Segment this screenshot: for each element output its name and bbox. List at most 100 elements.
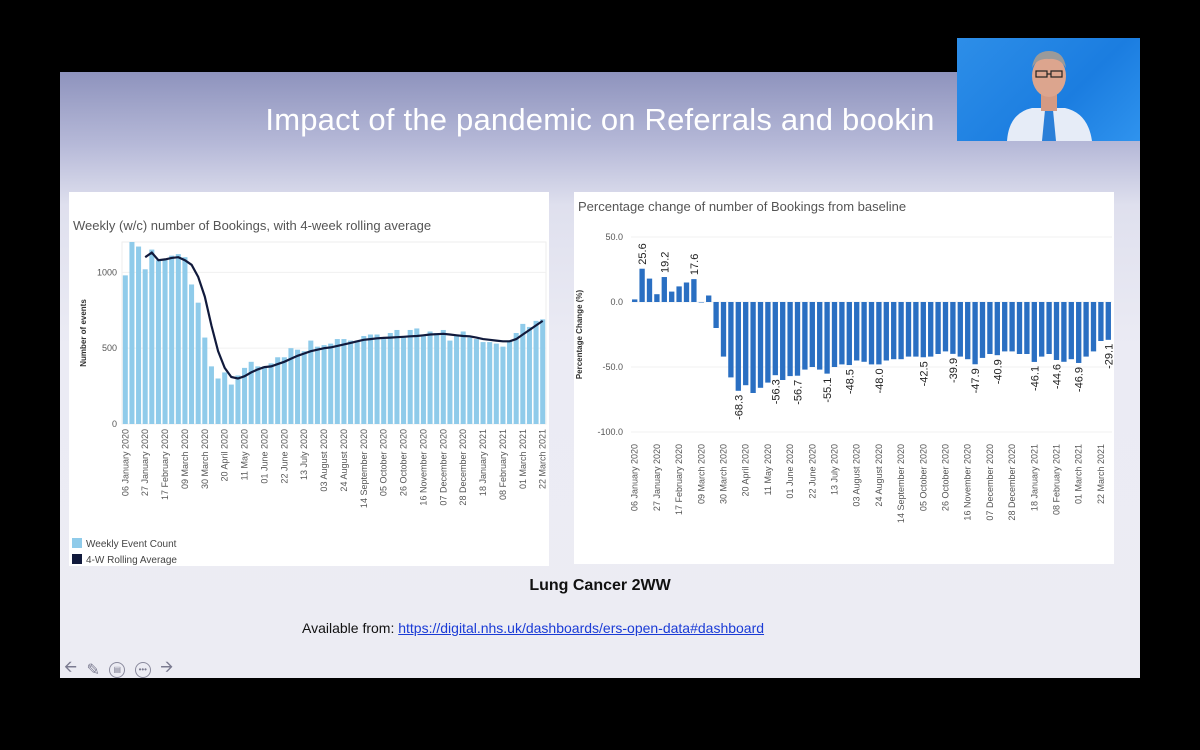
- bar: [136, 246, 142, 424]
- legend-label-weekly: Weekly Event Count: [86, 539, 177, 550]
- bar: [281, 357, 287, 424]
- bar: [142, 269, 148, 424]
- x-tick-label: 16 November 2020: [418, 429, 428, 506]
- bar: [407, 329, 413, 424]
- bar: [994, 302, 1000, 356]
- bar: [935, 302, 941, 354]
- x-tick-label: 30 March 2020: [719, 444, 729, 504]
- data-label: -48.5: [844, 369, 856, 394]
- bar: [454, 336, 460, 424]
- x-tick-label: 18 January 2021: [1029, 444, 1039, 511]
- bar: [1046, 302, 1052, 354]
- bar: [235, 375, 241, 424]
- data-label: 19.2: [659, 252, 671, 273]
- bar: [367, 334, 373, 424]
- bar: [979, 302, 986, 358]
- bar: [780, 302, 786, 380]
- bar: [169, 255, 175, 424]
- bar: [487, 342, 493, 424]
- bar: [473, 339, 479, 424]
- x-tick-label: 11 May 2020: [763, 444, 773, 495]
- bar: [839, 302, 845, 365]
- x-tick-label: 08 February 2021: [1052, 444, 1062, 515]
- pen-icon[interactable]: ✎: [86, 661, 100, 679]
- bar: [817, 302, 823, 370]
- x-tick-label: 27 January 2020: [652, 444, 662, 511]
- bar: [222, 372, 228, 424]
- bar: [208, 366, 214, 424]
- bar: [526, 326, 532, 424]
- y-tick-label: -50.0: [602, 362, 623, 372]
- data-label: -55.1: [822, 378, 834, 403]
- bar: [868, 302, 875, 365]
- bar: [122, 275, 128, 424]
- presenter-video-icon: [1007, 51, 1092, 141]
- bar: [434, 333, 440, 424]
- bar: [676, 286, 682, 302]
- source-link[interactable]: https://digital.nhs.uk/dashboards/ers-op…: [398, 620, 765, 636]
- bar: [1105, 302, 1111, 340]
- x-tick-label: 22 March 2021: [1096, 444, 1106, 504]
- bar: [913, 302, 919, 357]
- data-label: -42.5: [918, 361, 930, 386]
- x-tick-label: 30 March 2020: [200, 429, 210, 489]
- x-tick-label: 11 May 2020: [240, 429, 250, 480]
- bar: [905, 302, 912, 357]
- bar: [757, 302, 764, 388]
- y-tick-label: 500: [102, 343, 117, 353]
- bar: [1024, 302, 1030, 354]
- bar: [876, 302, 882, 365]
- bar: [765, 302, 771, 383]
- bar: [824, 302, 830, 374]
- more-icon[interactable]: •••: [134, 661, 151, 678]
- bar: [942, 302, 949, 352]
- bar: [440, 329, 446, 424]
- presenter-video: [957, 38, 1140, 141]
- bar: [414, 328, 420, 424]
- data-label: -46.1: [1029, 366, 1041, 391]
- bar: [215, 378, 221, 424]
- bar: [1039, 302, 1045, 357]
- bar: [1076, 302, 1082, 363]
- subtitles-icon[interactable]: ▤: [109, 661, 126, 678]
- bar: [957, 302, 963, 357]
- x-tick-label: 03 August 2020: [319, 429, 329, 492]
- bar: [202, 337, 208, 424]
- x-tick-label: 20 April 2020: [220, 429, 230, 482]
- bar: [654, 294, 660, 302]
- bar: [242, 367, 248, 424]
- x-tick-label: 27 January 2020: [140, 429, 150, 496]
- bar: [295, 349, 301, 424]
- bar: [420, 336, 426, 424]
- x-tick-label: 24 August 2020: [339, 429, 349, 492]
- arrow-right-icon[interactable]: 🡪: [160, 659, 174, 676]
- y-axis-label: Percentage Change (%): [575, 289, 584, 379]
- bar: [182, 257, 188, 424]
- x-tick-label: 26 October 2020: [399, 429, 409, 496]
- bar: [1090, 302, 1097, 352]
- bar: [308, 340, 314, 424]
- bar: [1068, 302, 1074, 360]
- x-tick-label: 17 February 2020: [674, 444, 684, 515]
- bar: [1031, 302, 1037, 362]
- bar: [500, 346, 506, 424]
- bar: [447, 340, 453, 424]
- bar: [189, 284, 195, 424]
- x-tick-label: 28 December 2020: [458, 429, 468, 506]
- x-tick-label: 01 March 2021: [1074, 444, 1084, 504]
- bar: [809, 302, 815, 367]
- arrow-left-icon[interactable]: 🡨: [64, 659, 77, 676]
- data-label: -39.9: [948, 358, 960, 383]
- bookings-chart-panel: Weekly (w/c) number of Bookings, with 4-…: [69, 192, 549, 566]
- x-tick-label: 08 February 2021: [498, 429, 508, 500]
- bar: [632, 299, 638, 302]
- y-tick-label: -100.0: [597, 427, 623, 437]
- x-tick-label: 07 December 2020: [985, 444, 995, 521]
- bar: [1083, 302, 1089, 357]
- x-tick-label: 03 August 2020: [852, 444, 862, 507]
- bar: [950, 302, 956, 354]
- bar: [920, 302, 926, 358]
- x-tick-label: 13 July 2020: [830, 444, 840, 495]
- bar: [354, 340, 360, 424]
- data-label: -29.1: [1103, 344, 1115, 369]
